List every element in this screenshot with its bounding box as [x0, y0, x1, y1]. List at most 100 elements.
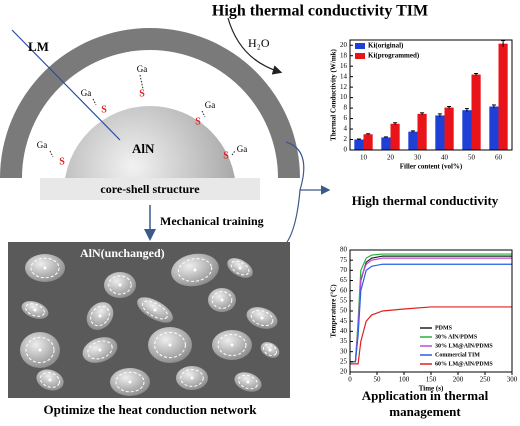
outline [87, 340, 113, 360]
x-tick-label: 200 [453, 376, 464, 384]
core-label: AlN [132, 141, 155, 156]
core-shell [0, 28, 300, 178]
y-tick-label: 50 [340, 307, 348, 315]
outline [30, 257, 60, 279]
y-tick-label: 45 [340, 317, 348, 325]
dot [98, 348, 102, 352]
x-tick-label: 50 [468, 154, 476, 162]
y-axis-label: Temperature (°C) [330, 284, 338, 338]
line [350, 263, 512, 363]
dot [220, 298, 224, 302]
bond [92, 98, 97, 106]
plot-area [350, 40, 512, 150]
bar [498, 43, 508, 150]
bar [435, 115, 445, 150]
x-tick-label: 300 [507, 376, 518, 384]
atom: S [139, 88, 145, 99]
outline [177, 258, 213, 282]
caption-bar [40, 178, 260, 200]
metal: Ga [205, 100, 216, 110]
title: High thermal conductivity TIM [212, 3, 428, 20]
outline [25, 336, 55, 364]
y-tick-label: 0 [344, 146, 348, 154]
y-tick-label: 4 [344, 125, 348, 133]
y-tick-label: 2 [344, 135, 348, 143]
x-tick-label: 0 [348, 376, 352, 384]
bond [139, 74, 144, 90]
legend-label: 30% AlN/PDMS [435, 334, 478, 340]
line [350, 306, 512, 365]
x-tick-label: 10 [360, 154, 368, 162]
network-label: AlN(unchanged) [80, 246, 165, 260]
bar [462, 110, 472, 150]
metal: Ga [237, 144, 248, 154]
y-tick-label: 6 [344, 114, 348, 122]
dot [246, 380, 250, 384]
network-caption: Optimize the heat conduction network [43, 402, 257, 417]
y-tick-label: 55 [340, 296, 348, 304]
dot [153, 308, 157, 312]
dot [118, 283, 122, 287]
outline [230, 260, 250, 276]
caption: Application in thermal management [361, 388, 489, 419]
plot-area [350, 250, 512, 372]
x-tick-label: 150 [426, 376, 437, 384]
y-tick-label: 8 [344, 104, 348, 112]
y-tick-label: 80 [340, 246, 348, 254]
outline [115, 371, 145, 393]
dot [268, 348, 272, 352]
x-tick-label: 50 [374, 376, 382, 384]
atom: S [223, 150, 229, 161]
dot [230, 343, 234, 347]
bar [417, 113, 427, 150]
bond [231, 150, 236, 156]
x-axis-label: Time (s) [419, 385, 444, 393]
step: Mechanical training [160, 214, 264, 228]
legend-swatch [355, 53, 365, 59]
arrow [227, 17, 283, 75]
y-tick-label: 20 [340, 41, 348, 49]
dot [260, 316, 264, 320]
metal: Ga [37, 140, 48, 150]
x-tick-label: 100 [399, 376, 410, 384]
y-tick-label: 35 [340, 337, 348, 345]
outline [238, 374, 258, 390]
y-tick-label: 25 [340, 357, 348, 365]
pointer [11, 29, 121, 141]
caption: High thermal conductivity [351, 193, 499, 208]
y-tick-label: 70 [340, 266, 348, 274]
shell-label: LM [28, 39, 49, 54]
bar [408, 131, 418, 150]
outline [108, 275, 132, 295]
outline [262, 343, 278, 357]
atom: S [59, 156, 65, 167]
y-axis-label: Thermal Conductivity (W/mk) [330, 48, 338, 140]
y-tick-label: 60 [340, 286, 348, 294]
outline [250, 309, 274, 327]
dot [43, 266, 47, 270]
dot [38, 348, 42, 352]
outline [180, 369, 204, 387]
bar [354, 139, 364, 150]
dot [190, 376, 194, 380]
solvent: H₂O [248, 36, 270, 50]
x-tick-label: 60 [495, 154, 503, 162]
y-tick-label: 65 [340, 276, 348, 284]
y-tick-label: 20 [340, 368, 348, 376]
outline [154, 331, 186, 359]
y-tick-label: 30 [340, 347, 348, 355]
outline [141, 300, 169, 320]
dot [98, 314, 102, 318]
y-tick-label: 16 [340, 62, 348, 70]
bar [381, 137, 391, 150]
legend-swatch [355, 43, 365, 49]
x-axis-label: Filler content (vol%) [400, 163, 463, 171]
x-tick-label: 30 [414, 154, 422, 162]
bar [489, 106, 499, 150]
x-tick-label: 250 [480, 376, 491, 384]
y-tick-label: 18 [340, 51, 348, 59]
y-tick-label: 75 [340, 256, 348, 264]
bar [363, 134, 373, 150]
